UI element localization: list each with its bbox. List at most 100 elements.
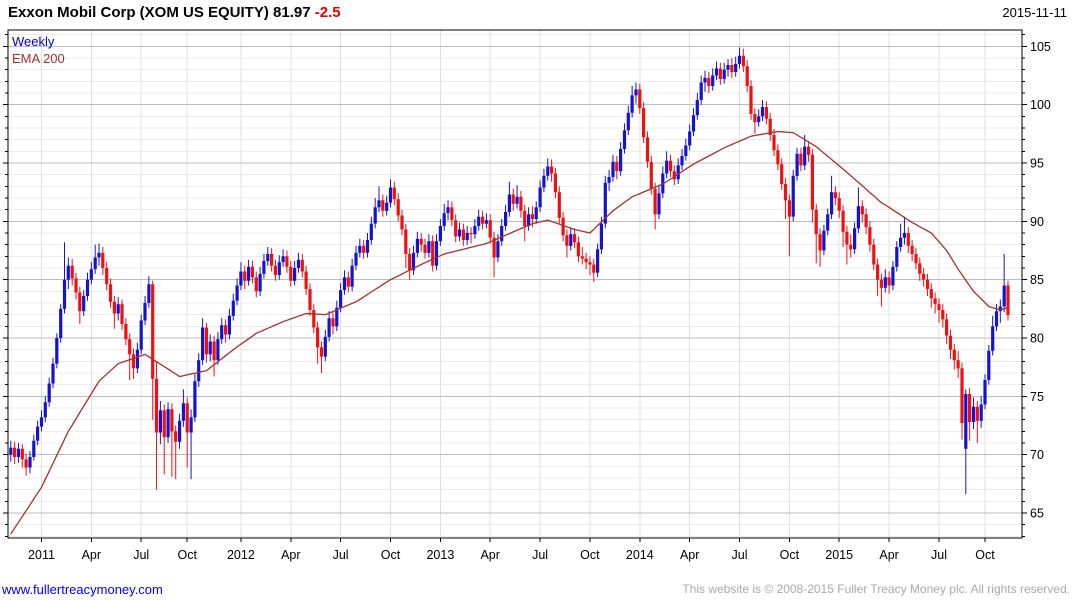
candle bbox=[116, 304, 120, 314]
candle bbox=[377, 200, 381, 208]
candle bbox=[185, 403, 189, 433]
candle bbox=[730, 65, 734, 72]
candle bbox=[411, 252, 416, 271]
candle bbox=[224, 325, 228, 335]
candle bbox=[569, 234, 573, 246]
candle bbox=[726, 65, 730, 70]
candle bbox=[388, 187, 393, 203]
candle bbox=[711, 75, 715, 86]
candle bbox=[887, 277, 891, 286]
candle bbox=[841, 210, 845, 232]
candle bbox=[28, 457, 32, 468]
candle bbox=[622, 130, 627, 149]
candle bbox=[968, 394, 972, 422]
x-axis-label: Apr bbox=[879, 548, 898, 562]
candle bbox=[66, 265, 70, 280]
x-axis-label: Oct bbox=[975, 548, 995, 562]
candle bbox=[1002, 285, 1006, 307]
candle bbox=[32, 440, 36, 457]
candle bbox=[849, 244, 853, 250]
candle bbox=[780, 164, 784, 184]
candle bbox=[891, 266, 895, 286]
candle bbox=[316, 327, 320, 348]
candle bbox=[722, 69, 726, 79]
candle bbox=[876, 264, 880, 280]
candle bbox=[615, 161, 619, 172]
candle bbox=[262, 261, 266, 274]
candle bbox=[810, 154, 814, 210]
candle bbox=[208, 341, 212, 355]
candle bbox=[749, 86, 753, 114]
candle bbox=[787, 200, 791, 217]
candle bbox=[477, 216, 481, 226]
candle bbox=[254, 277, 258, 292]
instrument-name: Exxon Mobil Corp (XOM US EQUITY) bbox=[8, 4, 269, 21]
candle bbox=[327, 318, 331, 337]
candle bbox=[24, 459, 28, 468]
candle bbox=[665, 160, 669, 174]
candle bbox=[442, 213, 446, 226]
candle bbox=[55, 338, 59, 364]
candle bbox=[714, 68, 719, 76]
candle bbox=[231, 300, 235, 316]
candle bbox=[250, 266, 254, 278]
candle bbox=[768, 118, 772, 135]
candle bbox=[734, 63, 738, 72]
candle bbox=[607, 177, 611, 183]
candle bbox=[691, 115, 696, 132]
candle bbox=[672, 171, 676, 180]
x-axis-label: Jul bbox=[931, 548, 947, 562]
candle bbox=[948, 335, 953, 350]
candle bbox=[707, 77, 711, 86]
candle bbox=[542, 175, 546, 188]
candle bbox=[538, 187, 542, 208]
candle bbox=[626, 112, 630, 131]
candle bbox=[97, 252, 101, 258]
candle bbox=[235, 285, 239, 301]
candle bbox=[826, 214, 830, 231]
candle bbox=[879, 279, 883, 288]
candle bbox=[59, 308, 63, 338]
candle bbox=[312, 310, 316, 328]
chart-date: 2015-11-11 bbox=[1002, 5, 1067, 20]
candle bbox=[657, 193, 661, 215]
y-axis-label: 85 bbox=[1030, 273, 1044, 287]
candle bbox=[952, 349, 956, 361]
plot-frame bbox=[7, 29, 1023, 539]
candle bbox=[193, 381, 197, 418]
candle bbox=[204, 327, 208, 355]
candle bbox=[13, 447, 17, 457]
candle bbox=[415, 238, 419, 253]
candle bbox=[929, 289, 933, 299]
candle bbox=[392, 187, 396, 200]
candle bbox=[814, 209, 818, 235]
candle bbox=[596, 249, 600, 273]
candle bbox=[611, 161, 615, 177]
y-axis-label: 65 bbox=[1030, 507, 1044, 521]
candle bbox=[93, 257, 97, 270]
candle bbox=[189, 417, 193, 433]
candle bbox=[277, 262, 281, 275]
x-axis-label: Apr bbox=[680, 548, 699, 562]
candle bbox=[818, 234, 822, 251]
candle bbox=[737, 55, 742, 64]
candle bbox=[868, 227, 872, 245]
candle bbox=[833, 192, 837, 198]
candle bbox=[527, 214, 531, 226]
candle bbox=[285, 256, 289, 267]
candle bbox=[335, 307, 339, 327]
candle bbox=[78, 292, 82, 312]
candle bbox=[573, 234, 577, 243]
candle bbox=[937, 304, 941, 310]
candle bbox=[154, 378, 159, 433]
candle bbox=[546, 166, 550, 176]
candle bbox=[557, 192, 561, 218]
candle bbox=[197, 360, 201, 382]
candle bbox=[457, 229, 462, 237]
x-axis-label: 2012 bbox=[227, 548, 255, 562]
candle bbox=[998, 306, 1002, 312]
candle bbox=[365, 240, 370, 253]
candle bbox=[308, 289, 312, 310]
site-link[interactable]: www.fullertreacymoney.com bbox=[2, 582, 163, 597]
